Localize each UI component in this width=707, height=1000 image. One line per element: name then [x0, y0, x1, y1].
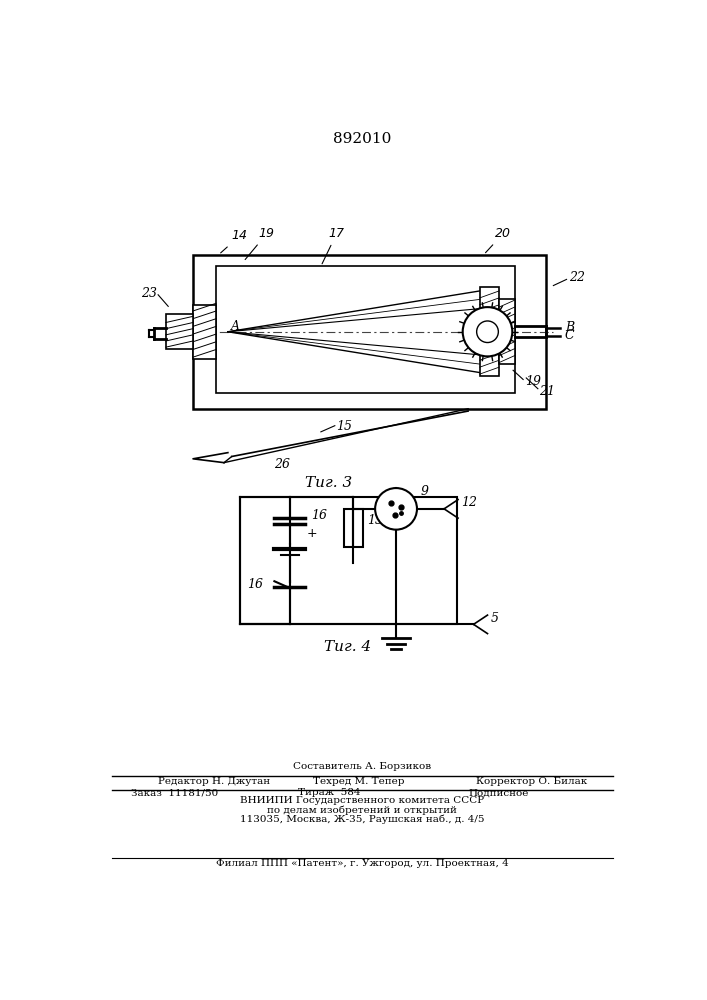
Text: Τиг. 3: Τиг. 3 — [305, 476, 352, 490]
Text: по делам изобретений и открытий: по делам изобретений и открытий — [267, 805, 457, 815]
Text: Составитель А. Борзиков: Составитель А. Борзиков — [293, 762, 431, 771]
Text: Заказ  11181/50: Заказ 11181/50 — [131, 788, 218, 797]
Text: Филиал ППП «Патент», г. Ужгород, ул. Проектная, 4: Филиал ППП «Патент», г. Ужгород, ул. Про… — [216, 859, 508, 868]
Text: 9: 9 — [421, 485, 429, 498]
Circle shape — [477, 321, 498, 343]
Bar — [480, 287, 499, 376]
Text: 19: 19 — [245, 227, 275, 260]
Bar — [240, 497, 457, 624]
Circle shape — [462, 307, 513, 356]
Text: 17: 17 — [322, 227, 344, 264]
Text: +: + — [307, 527, 317, 540]
Text: 13: 13 — [368, 514, 383, 527]
Circle shape — [375, 488, 417, 530]
Text: 113035, Москва, Ж-35, Раушская наб., д. 4/5: 113035, Москва, Ж-35, Раушская наб., д. … — [240, 815, 484, 824]
Text: 14: 14 — [221, 229, 247, 253]
Bar — [344, 509, 363, 547]
Text: 22: 22 — [569, 271, 585, 284]
Text: Корректор О. Билак: Корректор О. Билак — [476, 777, 587, 786]
Text: 16: 16 — [247, 578, 263, 591]
Text: 23: 23 — [141, 287, 156, 300]
Text: ВНИИПИ Государственного комитета СССР: ВНИИПИ Государственного комитета СССР — [240, 796, 484, 805]
Text: 19: 19 — [525, 375, 541, 388]
Text: 26: 26 — [274, 458, 290, 471]
Text: Тираж  584: Тираж 584 — [298, 788, 360, 797]
Text: 12: 12 — [461, 496, 477, 509]
Bar — [166, 314, 193, 349]
Text: A: A — [231, 320, 240, 333]
Text: 5: 5 — [491, 612, 498, 625]
Bar — [193, 255, 546, 409]
Text: 16: 16 — [312, 509, 327, 522]
Bar — [193, 305, 216, 359]
Text: Подписное: Подписное — [468, 788, 529, 797]
Text: Τиг. 4: Τиг. 4 — [325, 640, 372, 654]
Text: Редактор Н. Джутан: Редактор Н. Джутан — [158, 777, 270, 786]
Text: 892010: 892010 — [333, 132, 391, 146]
Text: Техред М. Тепер: Техред М. Тепер — [313, 777, 404, 786]
Text: 20: 20 — [486, 227, 511, 253]
Text: C: C — [565, 329, 575, 342]
Text: 15: 15 — [337, 420, 352, 433]
Bar — [216, 266, 515, 393]
Text: B: B — [565, 321, 574, 334]
Bar — [499, 299, 515, 364]
Text: 21: 21 — [539, 385, 556, 398]
